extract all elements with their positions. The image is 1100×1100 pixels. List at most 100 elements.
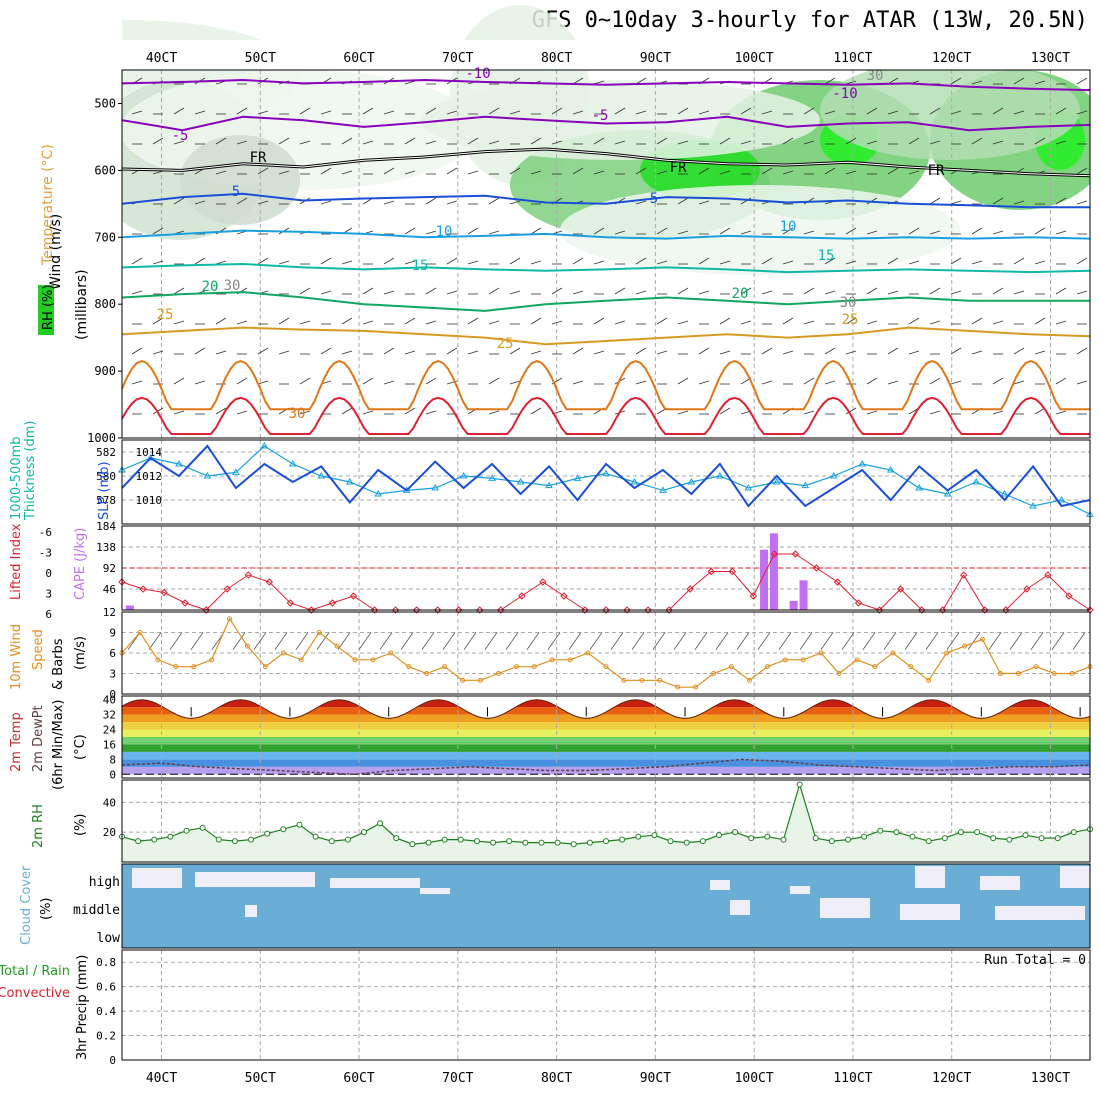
wind-barb-3-37 <box>908 170 920 175</box>
wind-barb-10-11 <box>362 377 374 385</box>
wind-barb-9-13 <box>404 350 416 355</box>
wind-barb-10-45 <box>1076 380 1088 385</box>
rh-point-12 <box>312 833 319 840</box>
wind-barb-0-42 <box>1013 77 1025 85</box>
wind-barb-9-34 <box>845 350 857 355</box>
rh-point-49 <box>909 833 916 840</box>
contour-label-13: 20 <box>202 279 219 295</box>
cloud-gap-6 <box>915 866 945 888</box>
wind-barb-9-33 <box>824 347 836 355</box>
wind-speed-point-4 <box>191 664 197 670</box>
li-tick-4: 6 <box>45 608 52 621</box>
cloud-gap-12 <box>900 904 960 920</box>
li-tick-1: -3 <box>39 547 52 560</box>
lifted-index-point-26 <box>665 606 673 614</box>
thickness-point-5 <box>260 442 269 449</box>
rh-point-24 <box>506 838 513 845</box>
wind-speed-point-44 <box>908 664 914 670</box>
slp-right-tick-1014: 1014 <box>136 446 163 459</box>
rh-point-11 <box>296 821 303 828</box>
upper-label-pressure: (millibars) <box>74 269 90 340</box>
wind-speed-point-32 <box>693 684 699 690</box>
wind-barb-10-35 <box>866 377 878 385</box>
wind-tick-3: 3 <box>109 668 116 681</box>
wind-speed-point-39 <box>818 650 824 656</box>
wind-barb-1-11 <box>362 107 374 115</box>
wind-speed-point-35 <box>746 677 752 683</box>
wind-barb-3-30 <box>761 167 773 175</box>
wind-barb-1-14 <box>425 107 437 115</box>
wind-speed-point-40 <box>836 671 842 676</box>
wind-speed-point-49 <box>997 671 1003 676</box>
wind-barb-0-39 <box>950 77 962 85</box>
wind-barb-5-28 <box>719 227 731 235</box>
rh-point-37 <box>715 832 722 839</box>
wind-barb-3-27 <box>698 167 710 175</box>
thickness-point-27 <box>886 466 895 473</box>
wind-barb-9-42 <box>1013 347 1025 355</box>
wind-barb-6-10 <box>341 260 353 265</box>
wind10-barb-14 <box>421 632 435 650</box>
precip-label-total: Total / Rain <box>0 964 70 979</box>
thickness-point-6 <box>288 460 297 467</box>
wind-barb-7-20 <box>551 287 563 295</box>
wind10-barb-41 <box>988 632 1002 650</box>
wind-barb-6-31 <box>782 260 794 265</box>
wind-barb-11-28 <box>719 407 731 415</box>
temp-label-dewpt: 2m DewPt <box>31 705 46 772</box>
wind-barb-5-37 <box>908 227 920 235</box>
wind-barb-2-29 <box>740 140 752 145</box>
wind10-barb-10 <box>337 632 351 650</box>
wind-barb-10-3 <box>194 380 206 385</box>
lifted-index-point-38 <box>917 606 926 614</box>
thickness-point-24 <box>801 481 810 489</box>
wind-barb-6-1 <box>152 260 164 265</box>
wind-speed-point-20 <box>478 677 484 683</box>
wind-barb-10-6 <box>257 380 269 385</box>
contour-label-17: 25 <box>842 312 859 328</box>
wind-speed-point-22 <box>513 664 519 670</box>
wind-speed-point-43 <box>890 650 896 656</box>
thickness-point-18 <box>630 478 639 485</box>
wind-barb-1-12 <box>383 110 395 115</box>
wind-barb-6-36 <box>887 257 899 265</box>
wind-barb-1-30 <box>761 110 773 115</box>
thickness-point-3 <box>203 472 212 479</box>
wind10-barb-5 <box>232 632 246 650</box>
wind-barb-2-34 <box>845 137 857 145</box>
precip-tick-0.6: 0.6 <box>96 981 116 994</box>
right-margin-mask <box>1090 0 1100 1100</box>
wind-barb-1-33 <box>824 110 836 115</box>
wind-barb-3-24 <box>635 167 647 175</box>
wind-barb-1-9 <box>320 110 332 115</box>
wind-speed-point-38 <box>800 657 806 663</box>
rh-point-6 <box>215 836 222 843</box>
lifted-index-point-19 <box>518 592 526 600</box>
wind-barb-5-19 <box>530 227 542 235</box>
wind-speed-point-25 <box>567 657 573 663</box>
upper-ytick-600: 600 <box>94 163 116 177</box>
rh-point-52 <box>957 829 964 836</box>
wind-barb-7-35 <box>866 287 878 295</box>
lifted-index-point-4 <box>202 606 210 614</box>
wind-barb-7-44 <box>1055 287 1067 295</box>
thickness-point-21 <box>715 472 724 479</box>
wind-barb-9-6 <box>257 347 269 355</box>
wind10-barb-2 <box>169 632 183 650</box>
lifted-index-point-13 <box>391 606 400 614</box>
slp-right-tick-1012: 1012 <box>136 470 163 483</box>
wind-barb-2-22 <box>593 137 605 145</box>
wind-barb-10-39 <box>950 380 962 385</box>
lifted-index-point-16 <box>454 606 463 614</box>
wind10-barb-35 <box>862 632 876 650</box>
wind-speed-point-21 <box>495 671 501 676</box>
x-tick-bottom-90CT: 90CT <box>640 1071 671 1086</box>
temp-band-2 <box>122 751 1090 760</box>
wind-barb-3-21 <box>572 167 584 175</box>
wind-barb-3-19 <box>530 170 542 175</box>
wind-barb-1-45 <box>1076 110 1088 115</box>
cape-tick-46: 46 <box>103 583 116 596</box>
wind-barb-6-30 <box>761 257 773 265</box>
wind-barb-10-14 <box>425 377 437 385</box>
thickness-point-25 <box>829 472 838 479</box>
